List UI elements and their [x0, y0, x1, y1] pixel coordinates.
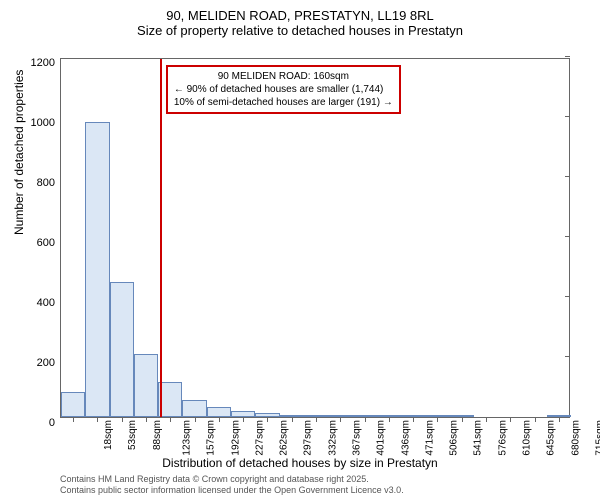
x-tick-mark	[535, 417, 536, 422]
chart-title-sub: Size of property relative to detached ho…	[0, 23, 600, 44]
x-tick-label: 471sqm	[420, 420, 435, 456]
y-tick-mark	[565, 356, 570, 357]
y-tick-mark	[565, 236, 570, 237]
x-tick-label: 541sqm	[469, 420, 484, 456]
x-tick-mark	[486, 417, 487, 422]
x-tick-mark	[365, 417, 366, 422]
footer-line2: Contains public sector information licen…	[60, 485, 404, 497]
x-tick-mark	[219, 417, 220, 422]
chart-title-main: 90, MELIDEN ROAD, PRESTATYN, LL19 8RL	[0, 0, 600, 23]
annotation-box: 90 MELIDEN ROAD: 160sqm ← 90% of detache…	[166, 65, 401, 114]
reference-line	[160, 59, 162, 417]
x-tick-mark	[340, 417, 341, 422]
y-tick-mark	[565, 296, 570, 297]
x-tick-label: 401sqm	[372, 420, 387, 456]
x-tick-mark	[510, 417, 511, 422]
histogram-bar	[61, 392, 85, 418]
x-tick-mark	[316, 417, 317, 422]
x-tick-label: 88sqm	[148, 420, 163, 450]
histogram-bar	[207, 407, 231, 418]
x-tick-label: 157sqm	[202, 420, 217, 456]
x-tick-mark	[462, 417, 463, 422]
y-tick-label: 600	[37, 237, 61, 249]
y-tick-label: 800	[37, 177, 61, 189]
x-tick-mark	[559, 417, 560, 422]
plot-area: 90 MELIDEN ROAD: 160sqm ← 90% of detache…	[60, 58, 570, 418]
x-tick-label: 610sqm	[518, 420, 533, 456]
y-tick-mark	[565, 176, 570, 177]
x-tick-mark	[267, 417, 268, 422]
annotation-line3: 10% of semi-detached houses are larger (…	[174, 96, 393, 109]
x-tick-mark	[195, 417, 196, 422]
x-tick-label: 297sqm	[299, 420, 314, 456]
annotation-line2: ← 90% of detached houses are smaller (1,…	[174, 83, 393, 96]
y-tick-label: 400	[37, 297, 61, 309]
x-tick-label: 715sqm	[590, 420, 600, 456]
x-tick-mark	[97, 417, 98, 422]
x-tick-mark	[437, 417, 438, 422]
x-tick-mark	[292, 417, 293, 422]
x-tick-label: 645sqm	[542, 420, 557, 456]
y-axis-label: Number of detached properties	[12, 70, 26, 235]
x-tick-label: 680sqm	[566, 420, 581, 456]
x-tick-label: 262sqm	[275, 420, 290, 456]
histogram-bar	[110, 282, 134, 417]
x-tick-mark	[122, 417, 123, 422]
x-tick-mark	[243, 417, 244, 422]
histogram-bar	[85, 122, 109, 418]
y-tick-label: 1000	[31, 117, 61, 129]
x-tick-label: 227sqm	[250, 420, 265, 456]
footer-text: Contains HM Land Registry data © Crown c…	[60, 474, 404, 497]
x-tick-mark	[146, 417, 147, 422]
histogram-bar	[182, 400, 206, 417]
x-tick-label: 123sqm	[178, 420, 193, 456]
x-tick-label: 367sqm	[348, 420, 363, 456]
annotation-line1: 90 MELIDEN ROAD: 160sqm	[174, 70, 393, 83]
y-tick-label: 200	[37, 357, 61, 369]
x-tick-mark	[413, 417, 414, 422]
x-tick-mark	[170, 417, 171, 422]
x-tick-label: 192sqm	[226, 420, 241, 456]
footer-line1: Contains HM Land Registry data © Crown c…	[60, 474, 404, 486]
y-tick-mark	[565, 116, 570, 117]
x-tick-label: 506sqm	[445, 420, 460, 456]
x-tick-mark	[389, 417, 390, 422]
x-tick-label: 576sqm	[493, 420, 508, 456]
x-tick-label: 332sqm	[323, 420, 338, 456]
y-tick-mark	[565, 56, 570, 57]
x-tick-label: 18sqm	[99, 420, 114, 450]
histogram-bar	[134, 354, 158, 417]
x-axis-label: Distribution of detached houses by size …	[0, 456, 600, 470]
x-tick-label: 53sqm	[123, 420, 138, 450]
x-tick-label: 436sqm	[396, 420, 411, 456]
y-tick-label: 0	[49, 417, 61, 429]
x-tick-mark	[73, 417, 74, 422]
y-tick-label: 1200	[31, 57, 61, 69]
